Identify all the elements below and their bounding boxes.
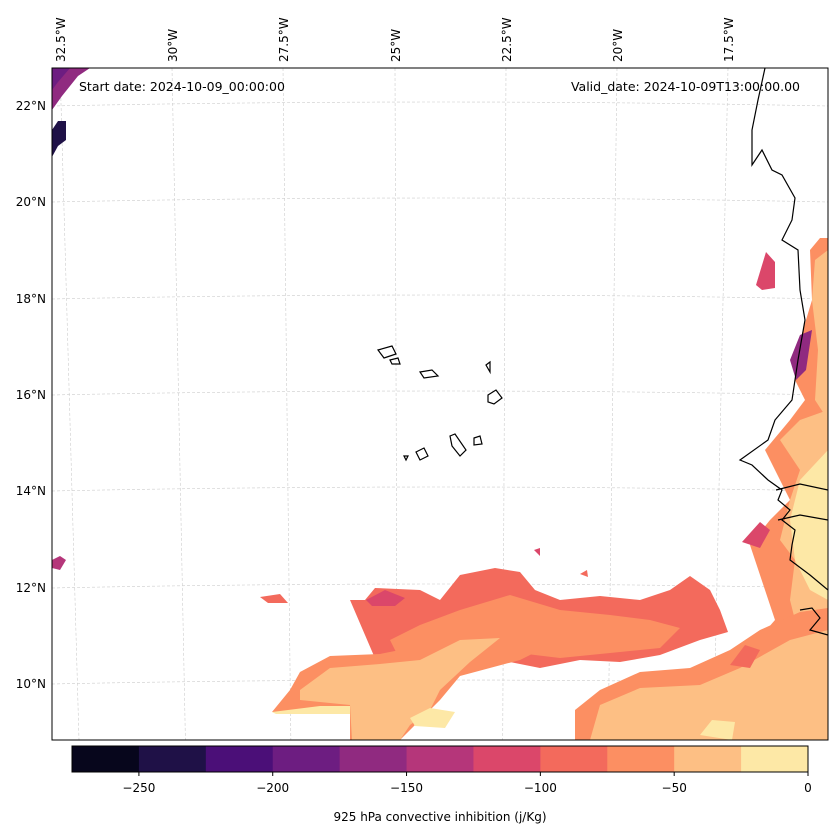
longitude-labels: 32.5°W 30°W 27.5°W 25°W 22.5°W 20°W 17.5°W xyxy=(54,17,736,62)
longitude-label: 32.5°W xyxy=(54,17,68,62)
parallel-line xyxy=(52,294,828,300)
latitude-label: 16°N xyxy=(16,388,46,402)
cin-contours xyxy=(52,68,828,740)
latitude-label: 14°N xyxy=(16,484,46,498)
meridian-line xyxy=(59,68,80,740)
contour-region xyxy=(700,720,735,740)
parallel-line xyxy=(52,101,828,107)
meridian-line xyxy=(713,68,729,740)
contour-region xyxy=(410,708,455,728)
parallel-line xyxy=(52,390,828,396)
colorbar-swatch xyxy=(540,746,608,772)
contour-region xyxy=(742,522,770,548)
contour-region xyxy=(730,645,760,668)
colorbar-swatch xyxy=(205,746,274,772)
parallel-line xyxy=(52,583,828,589)
latitude-label: 20°N xyxy=(16,195,46,209)
longitude-label: 22.5°W xyxy=(500,17,514,62)
colorbar: −250 −200 −150 −100 −50 0 xyxy=(71,745,812,795)
colorbar-swatch xyxy=(138,746,207,772)
contour-region xyxy=(790,330,812,380)
contour-region xyxy=(272,706,350,714)
longitude-label: 27.5°W xyxy=(277,17,291,62)
coastline xyxy=(376,68,828,636)
latitude-labels: 22°N 20°N 18°N 16°N 14°N 12°N 10°N xyxy=(16,99,46,691)
colorbar-label: 925 hPa convective inhibition (j/Kg) xyxy=(333,810,546,824)
latitude-label: 10°N xyxy=(16,677,46,691)
contour-region xyxy=(52,556,66,570)
colorbar-tick-label: −50 xyxy=(662,781,687,795)
contour-region xyxy=(52,68,70,90)
colorbar-tick-label: −200 xyxy=(256,781,289,795)
contour-region xyxy=(590,630,828,740)
meridian-line xyxy=(282,68,292,740)
start-date-label: Start date: 2024-10-09_00:00:00 xyxy=(79,79,285,94)
contour-region xyxy=(812,250,828,420)
colorbar-swatch xyxy=(473,746,541,772)
longitude-label: 30°W xyxy=(166,29,180,62)
valid-date-label: Valid_date: 2024-10-09T13:00:00.00 xyxy=(571,79,800,94)
contour-region xyxy=(260,594,288,603)
colorbar-swatch xyxy=(272,746,341,772)
colorbar-frame xyxy=(71,745,809,773)
colorbar-tick-label: −250 xyxy=(122,781,155,795)
colorbar-swatch xyxy=(607,746,675,772)
contour-region xyxy=(52,68,90,110)
latitude-label: 18°N xyxy=(16,292,46,306)
latitude-label: 12°N xyxy=(16,581,46,595)
meridian-line xyxy=(171,68,186,740)
longitude-label: 25°W xyxy=(389,29,403,62)
colorbar-swatch xyxy=(406,746,474,772)
parallel-line xyxy=(52,486,828,492)
contour-region xyxy=(756,252,775,290)
parallel-line xyxy=(52,197,828,203)
contour-region xyxy=(52,121,66,157)
latitude-label: 22°N xyxy=(16,99,46,113)
colorbar-swatch xyxy=(741,746,809,772)
contour-region xyxy=(366,590,405,606)
longitude-label: 17.5°W xyxy=(722,17,736,62)
colorbar-tick-label: −100 xyxy=(524,781,557,795)
colorbar-swatch xyxy=(339,746,408,772)
colorbar-tick-label: 0 xyxy=(804,781,812,795)
gridlines xyxy=(52,68,828,740)
colorbar-tick-label: −150 xyxy=(390,781,423,795)
contour-region xyxy=(300,638,500,740)
colorbar-swatch xyxy=(72,746,140,772)
map-frame xyxy=(51,67,829,741)
contour-region xyxy=(534,548,540,556)
contour-region xyxy=(580,570,588,577)
colorbar-swatch xyxy=(674,746,742,772)
longitude-label: 20°W xyxy=(611,29,625,62)
